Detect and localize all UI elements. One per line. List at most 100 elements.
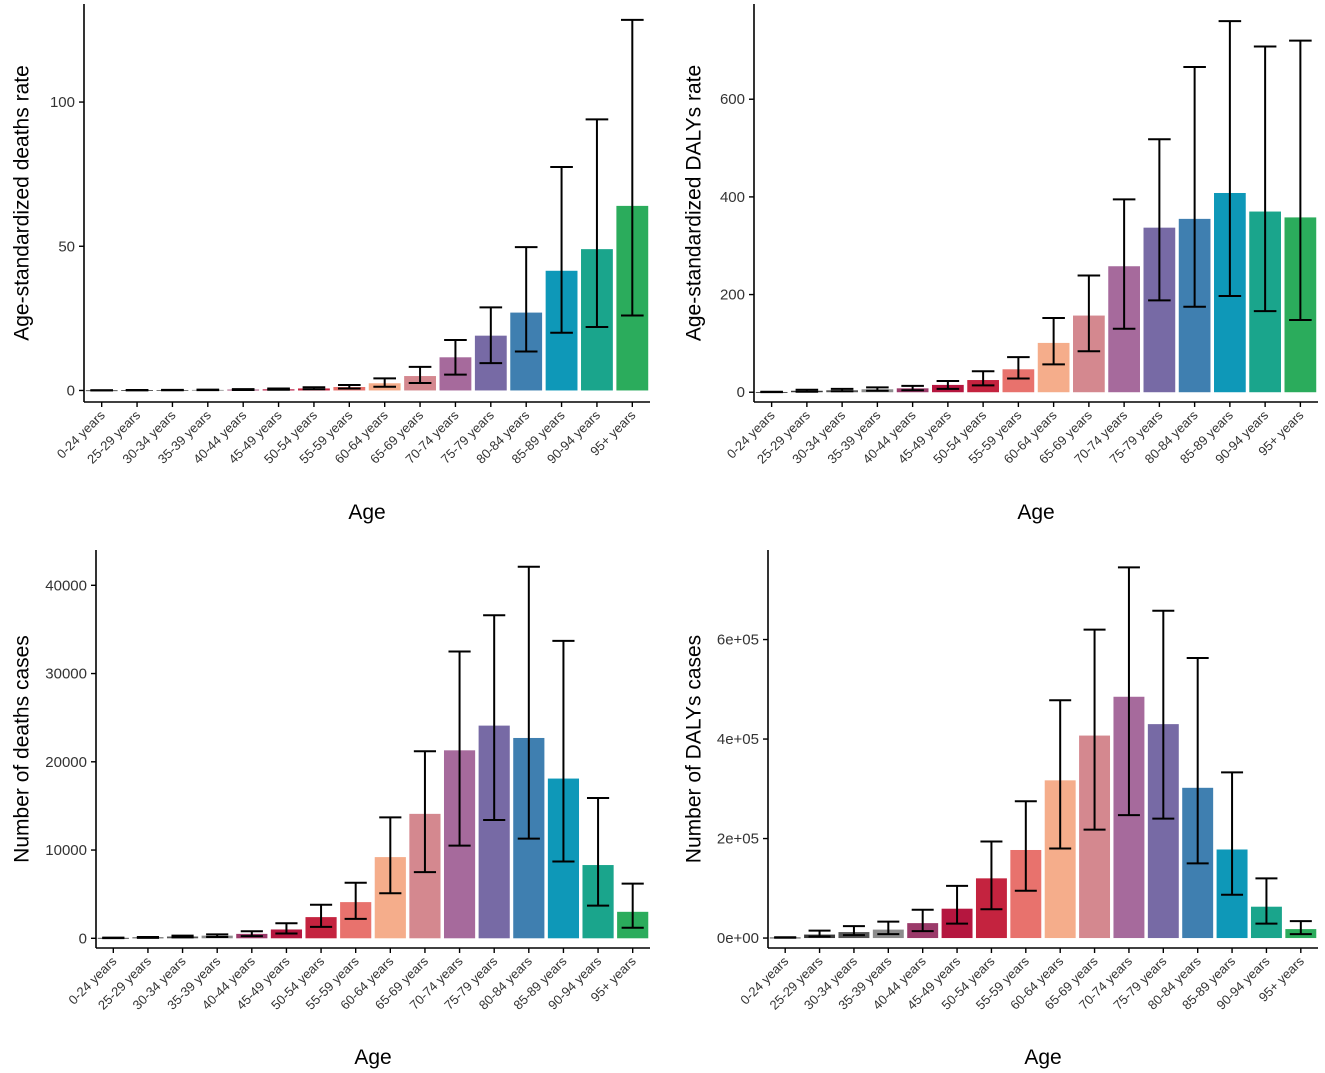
y-axis: 0 200 400 600 [720, 4, 755, 402]
y-tick-label: 400 [720, 189, 745, 206]
error-bar [620, 18, 644, 317]
error-bar [337, 383, 361, 390]
y-tick-label: 40000 [45, 577, 87, 594]
error-bar [901, 384, 924, 392]
error-bar [517, 565, 540, 840]
error-bar [877, 920, 900, 936]
y-axis-title: Number of deaths cases [11, 635, 34, 863]
error-bar [1117, 566, 1140, 817]
error-bar [911, 908, 934, 933]
y-axis-title: Age-standardized DALYs rate [683, 65, 706, 341]
y-tick-label: 0 [79, 930, 87, 947]
error-bar [808, 929, 831, 938]
error-bar [479, 306, 503, 365]
error-bar [1083, 628, 1106, 831]
error-bar [408, 365, 432, 384]
x-axis-title: Age [1024, 1046, 1061, 1069]
bars [85, 205, 649, 392]
error-bar [585, 118, 609, 329]
error-bar [136, 935, 160, 939]
y-tick-label: 10000 [45, 842, 87, 859]
error-bar [830, 387, 854, 393]
y-tick-label: 200 [720, 287, 745, 304]
error-bar [842, 925, 865, 937]
y-axis: 0 10000 20000 30000 40000 [45, 550, 97, 948]
y-tick-label: 0 [737, 384, 745, 401]
error-bars [760, 20, 1312, 394]
error-bars [774, 566, 1312, 939]
error-bar [275, 922, 298, 935]
error-bar [448, 650, 471, 847]
x-axis-title: Age [348, 501, 385, 524]
error-bar [552, 639, 575, 863]
error-bar [514, 246, 538, 353]
error-bar [1253, 45, 1277, 313]
error-bar [936, 380, 960, 390]
error-bar [483, 614, 506, 822]
bars [755, 192, 1317, 393]
y-tick-label: 0e+00 [717, 930, 759, 947]
y-tick-label: 600 [720, 91, 745, 108]
error-bar [795, 388, 819, 393]
error-bar [444, 338, 467, 376]
y-tick-label: 4e+05 [717, 731, 759, 748]
error-bar [1077, 274, 1101, 353]
error-bar [206, 933, 229, 938]
y-tick-label: 30000 [45, 666, 87, 683]
y-tick-label: 2e+05 [717, 831, 759, 848]
error-bar [171, 934, 194, 939]
error-bar [586, 796, 610, 907]
error-bar [621, 882, 644, 929]
error-bar [980, 840, 1003, 911]
error-bar [1049, 699, 1072, 850]
error-bar [1152, 609, 1175, 820]
error-bar [102, 936, 125, 940]
error-bar [302, 386, 326, 391]
error-bar [1112, 198, 1136, 330]
error-bar [1183, 65, 1206, 308]
error-bar [344, 881, 367, 920]
error-bar [373, 377, 397, 388]
y-axis: 0 50 100 [50, 4, 85, 402]
bar-55-59-years [1002, 369, 1035, 393]
error-bar [866, 386, 889, 392]
error-bar [1255, 877, 1278, 925]
error-bar [196, 388, 220, 392]
error-bar [1007, 356, 1030, 380]
y-tick-label: 50 [58, 238, 75, 255]
error-bar [1014, 800, 1037, 892]
bars [769, 696, 1317, 939]
y-axis-title: Number of DALYs cases [683, 635, 706, 863]
error-bar [1221, 771, 1244, 896]
y-tick-label: 100 [50, 94, 75, 111]
y-axis: 0e+00 2e+05 4e+05 6e+05 [717, 550, 769, 948]
x-axis-title: Age [354, 1046, 391, 1069]
x-axis-title: Age [1017, 501, 1054, 524]
y-tick-label: 6e+05 [717, 632, 759, 649]
error-bar [946, 884, 969, 925]
error-bar [231, 388, 255, 392]
error-bars [102, 565, 644, 940]
error-bar [240, 930, 263, 938]
error-bar [1042, 317, 1065, 366]
y-tick-label: 0 [67, 382, 75, 399]
bars [97, 725, 649, 939]
error-bar [1148, 138, 1171, 302]
error-bar [1289, 920, 1312, 936]
error-bar [1289, 39, 1312, 321]
error-bar [550, 165, 573, 334]
error-bar [1218, 20, 1242, 298]
error-bar [379, 816, 402, 895]
y-axis-title: Age-standardized deaths rate [11, 65, 34, 341]
error-bar [267, 387, 290, 391]
error-bar [971, 370, 995, 387]
